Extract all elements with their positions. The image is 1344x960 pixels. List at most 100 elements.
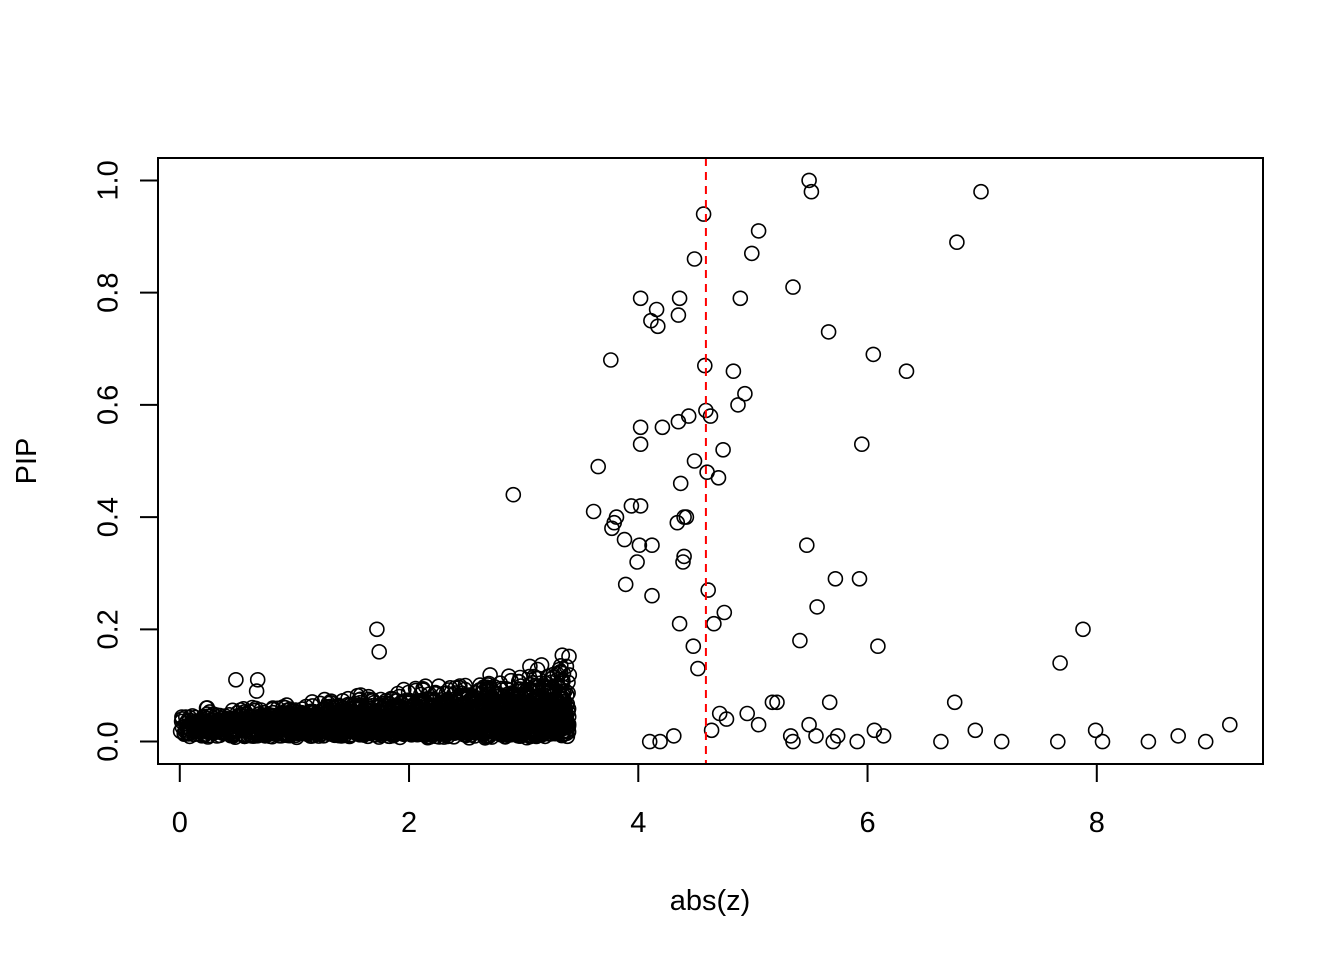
data-point <box>676 509 692 525</box>
data-point <box>993 733 1010 750</box>
data-point <box>849 733 866 750</box>
data-point <box>448 714 465 731</box>
x-axis-title: abs(z) <box>670 885 751 917</box>
data-point <box>700 582 717 598</box>
data-point <box>467 684 484 701</box>
data-point <box>373 700 390 717</box>
data-point <box>710 469 727 486</box>
data-point <box>224 721 240 737</box>
data-point <box>253 713 269 730</box>
x-tick-label: 6 <box>859 807 875 839</box>
data-point <box>192 714 208 731</box>
x-tick-label: 8 <box>1089 807 1105 839</box>
data-point <box>484 691 501 708</box>
y-tick-label: 0.8 <box>93 273 125 313</box>
data-point <box>560 685 576 701</box>
data-point <box>488 709 505 726</box>
data-point <box>632 436 649 453</box>
data-point <box>898 363 915 380</box>
x-tick-label: 4 <box>630 807 646 839</box>
data-point <box>716 604 733 621</box>
data-point <box>801 172 817 189</box>
data-point <box>278 702 295 719</box>
data-point <box>631 537 648 554</box>
data-point <box>554 647 571 664</box>
data-point <box>703 722 720 739</box>
data-point <box>644 587 660 604</box>
data-point <box>246 711 262 728</box>
data-point <box>532 716 548 732</box>
data-point <box>946 694 963 711</box>
y-tick-label: 0.2 <box>93 609 125 649</box>
data-point <box>725 363 742 380</box>
data-point <box>460 707 477 724</box>
data-point <box>308 722 325 739</box>
data-point <box>617 576 634 593</box>
data-point <box>482 667 498 683</box>
data-point <box>338 722 355 739</box>
data-point <box>785 733 801 750</box>
y-tick-label: 0.6 <box>93 385 125 425</box>
data-point <box>865 346 882 363</box>
data-point <box>1170 728 1186 744</box>
data-point <box>820 324 837 340</box>
data-point <box>808 728 824 744</box>
data-point <box>1050 733 1066 750</box>
data-point <box>337 716 354 732</box>
data-point <box>671 290 688 307</box>
data-point <box>1140 733 1157 750</box>
data-point <box>505 486 522 503</box>
data-point <box>641 733 658 750</box>
data-point <box>228 671 244 688</box>
data-point <box>632 419 649 436</box>
data-point <box>537 675 554 692</box>
data-point <box>371 643 388 660</box>
data-point <box>654 419 671 436</box>
data-point <box>821 694 838 711</box>
data-point <box>670 307 687 323</box>
data-point <box>286 723 303 739</box>
data-point <box>507 726 524 742</box>
data-point <box>372 691 389 708</box>
y-tick-label: 0.4 <box>93 497 125 537</box>
data-point <box>644 537 660 554</box>
data-point <box>866 722 883 739</box>
data-point <box>559 728 576 745</box>
data-point <box>1197 733 1214 750</box>
y-axis: 0.0 0.2 0.4 0.6 0.8 1.0 <box>93 160 159 762</box>
data-point <box>739 705 756 722</box>
data-point <box>406 719 422 736</box>
data-point <box>325 706 342 723</box>
data-point <box>933 733 949 750</box>
data-point <box>483 681 500 698</box>
data-point <box>585 503 602 520</box>
data-point <box>511 711 528 727</box>
data-point <box>557 682 573 699</box>
data-point <box>785 279 801 295</box>
data-point <box>369 621 385 638</box>
data-point <box>522 658 538 675</box>
data-point <box>632 290 649 307</box>
data-point <box>632 498 649 514</box>
data-point <box>341 697 358 714</box>
data-point <box>221 724 238 741</box>
data-point <box>792 632 808 649</box>
y-tick-label: 0.0 <box>93 721 125 761</box>
data-point <box>827 570 844 587</box>
data-point <box>973 183 989 200</box>
data-point <box>336 721 353 738</box>
data-point <box>506 724 522 741</box>
data-point <box>215 725 231 742</box>
data-point <box>652 733 668 750</box>
data-point <box>604 520 620 537</box>
data-point <box>232 702 249 718</box>
data-point <box>798 537 815 554</box>
data-point <box>616 531 633 548</box>
data-point <box>503 672 519 689</box>
data-point <box>686 251 703 267</box>
data-point <box>248 683 265 699</box>
data-point <box>695 206 712 222</box>
data-point <box>408 682 424 699</box>
